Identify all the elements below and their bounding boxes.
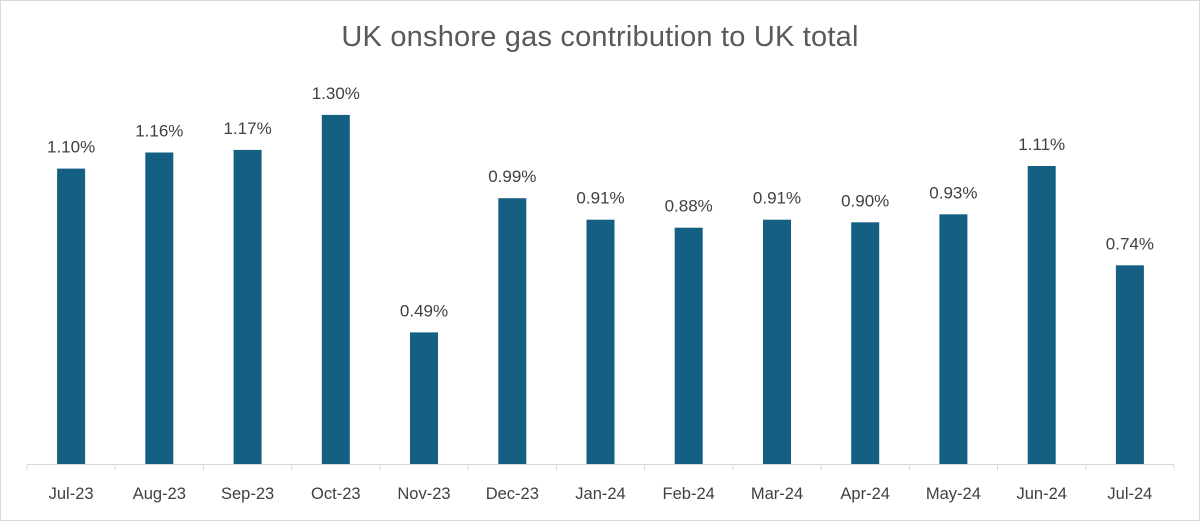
bars-group	[57, 114, 1144, 465]
bar-may-24	[939, 214, 968, 464]
bar-jan-24	[586, 219, 615, 464]
x-tick-label-jun-24: Jun-24	[1016, 485, 1066, 503]
data-label-jan-24: 0.91%	[576, 189, 624, 208]
bar-sep-23	[233, 149, 262, 464]
bar-mar-24	[763, 219, 791, 464]
bar-jul-23	[57, 168, 86, 464]
data-labels-group: 1.10% 1.16% 1.17% 1.30% 0.49% 0.99% 0.91% 0.88%…	[47, 84, 1154, 320]
tick-labels-group: Jul-23 Aug-23 Sep-23 Oct-23 Nov-23 Dec-23 Jan-…	[49, 485, 1153, 503]
bar-aug-23	[145, 152, 174, 464]
bar-jun-24	[1027, 166, 1056, 464]
data-label-mar-24: 0.91%	[753, 189, 801, 208]
x-tick-label-nov-23: Nov-23	[397, 485, 450, 503]
bar-dec-23	[498, 198, 527, 464]
x-tick-label-jul-23: Jul-23	[49, 485, 94, 503]
data-label-aug-23: 1.16%	[135, 122, 183, 141]
x-tick-label-mar-24: Mar-24	[751, 485, 803, 503]
data-label-sep-23: 1.17%	[223, 119, 271, 138]
data-label-may-24: 0.93%	[929, 183, 977, 202]
x-tick-label-sep-23: Sep-23	[221, 485, 274, 503]
x-tick-label-feb-24: Feb-24	[663, 485, 715, 503]
data-label-oct-23: 1.30%	[312, 84, 360, 103]
x-tick-label-may-24: May-24	[926, 485, 981, 503]
chart-title: UK onshore gas contribution to UK total	[341, 21, 859, 53]
x-axis	[26, 464, 1175, 470]
data-label-apr-24: 0.90%	[841, 191, 889, 210]
data-label-dec-23: 0.99%	[488, 167, 536, 186]
bar-apr-24	[851, 222, 880, 464]
bar-jul-24	[1115, 265, 1144, 464]
x-tick-label-jul-24: Jul-24	[1107, 485, 1152, 503]
data-label-nov-23: 0.49%	[400, 301, 448, 320]
x-tick-label-apr-24: Apr-24	[840, 485, 890, 503]
data-label-jun-24: 1.11%	[1018, 135, 1065, 154]
x-tick-label-jan-24: Jan-24	[575, 485, 625, 503]
data-label-jul-24: 0.74%	[1106, 234, 1154, 253]
bar-oct-23	[321, 114, 350, 465]
x-tick-label-aug-23: Aug-23	[133, 485, 186, 503]
x-tick-label-dec-23: Dec-23	[486, 485, 539, 503]
data-label-jul-23: 1.10%	[47, 138, 95, 157]
x-tick-label-oct-23: Oct-23	[311, 485, 361, 503]
bar-nov-23	[410, 332, 438, 464]
bar-feb-24	[674, 227, 703, 464]
data-label-feb-24: 0.88%	[665, 197, 713, 216]
